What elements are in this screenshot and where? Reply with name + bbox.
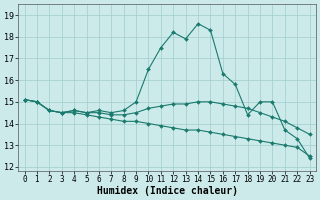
X-axis label: Humidex (Indice chaleur): Humidex (Indice chaleur) bbox=[97, 186, 237, 196]
